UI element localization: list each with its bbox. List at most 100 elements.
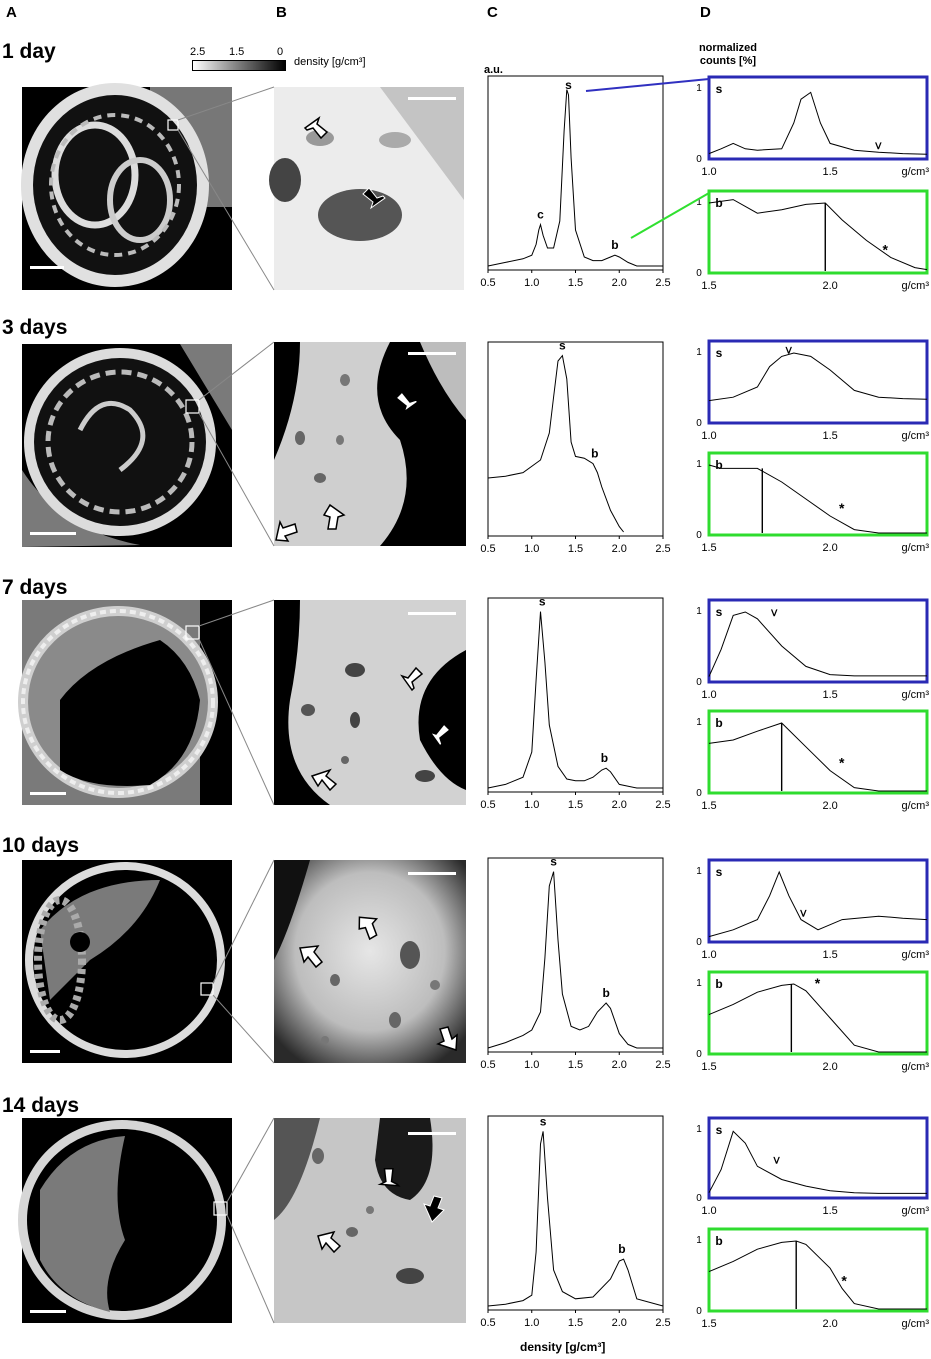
chart-d-series-line xyxy=(708,352,928,402)
chart-d-tick-label: 2.0 xyxy=(822,280,837,292)
chart-d-caret-annotation: ᐯ xyxy=(799,909,807,919)
chart-d-frame-b xyxy=(707,189,929,275)
chart-c-tick-label: 2.5 xyxy=(655,543,670,555)
day-label-10: 10 days xyxy=(2,834,80,857)
column-label-b: B xyxy=(276,4,287,21)
chart-c-frame xyxy=(487,857,664,1053)
micrograph-b-3 xyxy=(274,342,466,546)
chart-c-tick-label: 1.0 xyxy=(524,277,539,289)
chart-d-series-line xyxy=(708,1240,927,1310)
chart-d-tick-label: 1.5 xyxy=(701,542,716,554)
chart-d-asterisk-annotation: * xyxy=(841,1273,847,1289)
chart-d-tick-label: 1.5 xyxy=(822,166,837,178)
chart-c-annotation-s: s xyxy=(559,339,566,353)
chart-d-frame-b xyxy=(707,1227,929,1313)
chart-c-tick-label: 2.0 xyxy=(612,799,627,811)
chart-d-ytick-label: 0 xyxy=(696,418,702,429)
micrograph-a-14 xyxy=(18,1118,232,1323)
chart-c-tick-label: 1.0 xyxy=(524,1317,539,1329)
chart-c-tick-label: 1.0 xyxy=(524,799,539,811)
column-label-d: D xyxy=(700,4,711,21)
chart-d-tick-label: 2.0 xyxy=(822,800,837,812)
chart-c-frame xyxy=(487,597,664,793)
scale-bar xyxy=(408,352,456,355)
chart-c-annotation-b: b xyxy=(618,1242,625,1256)
chart-d-ytick-label: 1 xyxy=(696,978,702,989)
chart-d-unit-label: g/cm³ xyxy=(902,1061,930,1073)
chart-d-ytick-label: 0 xyxy=(696,677,702,688)
colorbar-gradient xyxy=(192,60,286,71)
colorbar-tick-low: 0 xyxy=(277,46,284,58)
chart-c-tick-label: 2.5 xyxy=(655,277,670,289)
chart-c-annotation-b: b xyxy=(591,447,598,461)
chart-d-tick-label: 1.5 xyxy=(701,1061,716,1073)
arrowhead-icon xyxy=(322,503,346,530)
chart-c-tick-label: 0.5 xyxy=(480,1317,495,1329)
chart-c-tick-label: 1.5 xyxy=(568,1059,583,1071)
chart-d-ytick-label: 1 xyxy=(696,83,702,94)
micrograph-b-14 xyxy=(274,1118,466,1323)
chart-d-series-line xyxy=(708,91,928,155)
chart-d-tick-label: 2.0 xyxy=(822,542,837,554)
arrowhead-icon xyxy=(362,187,386,210)
micrograph-a-7 xyxy=(18,600,232,805)
column-label-c: C xyxy=(487,4,498,21)
chart-c-tick-label: 2.0 xyxy=(612,1059,627,1071)
scale-bar xyxy=(408,612,456,615)
chart-d-unit-label: g/cm³ xyxy=(902,1205,930,1217)
chart-d-series-label-b: b xyxy=(715,977,722,991)
chart-c-tick-label: 1.5 xyxy=(568,1317,583,1329)
arrowhead-icon xyxy=(358,916,379,941)
chart-c-annotation-b: b xyxy=(602,986,609,1000)
chart-d-ytick-label: 1 xyxy=(696,606,702,617)
chart-c-series-line xyxy=(487,1131,664,1307)
chart-d-unit-label: g/cm³ xyxy=(902,280,930,292)
chart-d-series-label-s: s xyxy=(716,1123,723,1137)
chart-d-unit-label: g/cm³ xyxy=(902,689,930,701)
chart-d-tick-label: 1.0 xyxy=(701,166,716,178)
chart-d-ytick-label: 0 xyxy=(696,154,702,165)
chart-d-caret-annotation: ᐯ xyxy=(770,608,778,618)
colorbar-tick-mid: 1.5 xyxy=(229,46,245,58)
chart-d-caret-annotation: ᐯ xyxy=(874,141,882,151)
colorbar: 2.5 1.5 0 density [g/cm³] xyxy=(190,46,390,72)
chart-d-tick-label: 1.0 xyxy=(701,430,716,442)
chart-d-series-label-s: s xyxy=(716,346,723,360)
scale-bar xyxy=(30,1310,66,1313)
chart-c-tick-label: 1.0 xyxy=(524,1059,539,1071)
chart-d-tick-label: 1.0 xyxy=(701,689,716,701)
chart-d-series-label-b: b xyxy=(715,196,722,210)
chart-d-tick-label: 1.5 xyxy=(822,1205,837,1217)
chart-c-tick-label: 2.5 xyxy=(655,1317,670,1329)
charts-layer: 0.5 1.0 1.5 2.0 2.5 s c b 0.5 1.0 1.5 2.0 2.5 s b 0.5 1.… xyxy=(480,75,930,1330)
chart-d-tick-label: 1.5 xyxy=(701,1318,716,1330)
arrowhead-icon xyxy=(436,1026,458,1052)
chart-c-annotation-s: s xyxy=(565,78,572,92)
chart-d-frame-b xyxy=(707,970,929,1056)
chart-d-series-line xyxy=(708,722,927,792)
chart-c-tick-label: 2.0 xyxy=(612,277,627,289)
chart-d-frame-s xyxy=(707,1116,929,1200)
chart-d-tick-label: 1.5 xyxy=(822,949,837,961)
chart-d-tick-label: 2.0 xyxy=(822,1061,837,1073)
chart-c-tick-label: 1.5 xyxy=(568,543,583,555)
chart-d-unit-label: g/cm³ xyxy=(902,542,930,554)
arrowhead-icon xyxy=(400,666,424,692)
chart-d-tick-label: 1.0 xyxy=(701,1205,716,1217)
connector-line-b xyxy=(630,192,710,239)
chart-c-tick-label: 1.0 xyxy=(524,543,539,555)
chart-d-tick-label: 1.0 xyxy=(701,949,716,961)
chart-d-ytick-label: 1 xyxy=(696,866,702,877)
chart-c-series-line xyxy=(487,89,663,267)
c-xaxis-label: density [g/cm³] xyxy=(520,1340,606,1354)
chart-d-series-line xyxy=(708,611,927,677)
chart-d-ytick-label: 0 xyxy=(696,268,702,279)
chart-c-tick-label: 2.0 xyxy=(612,543,627,555)
chart-c-annotation-b: b xyxy=(601,751,608,765)
chart-d-asterisk-annotation: * xyxy=(883,241,889,257)
micrograph-a-10 xyxy=(22,860,232,1063)
chart-d-series-line xyxy=(708,870,928,938)
chart-c-tick-label: 2.5 xyxy=(655,1059,670,1071)
chart-d-tick-label: 1.5 xyxy=(701,280,716,292)
